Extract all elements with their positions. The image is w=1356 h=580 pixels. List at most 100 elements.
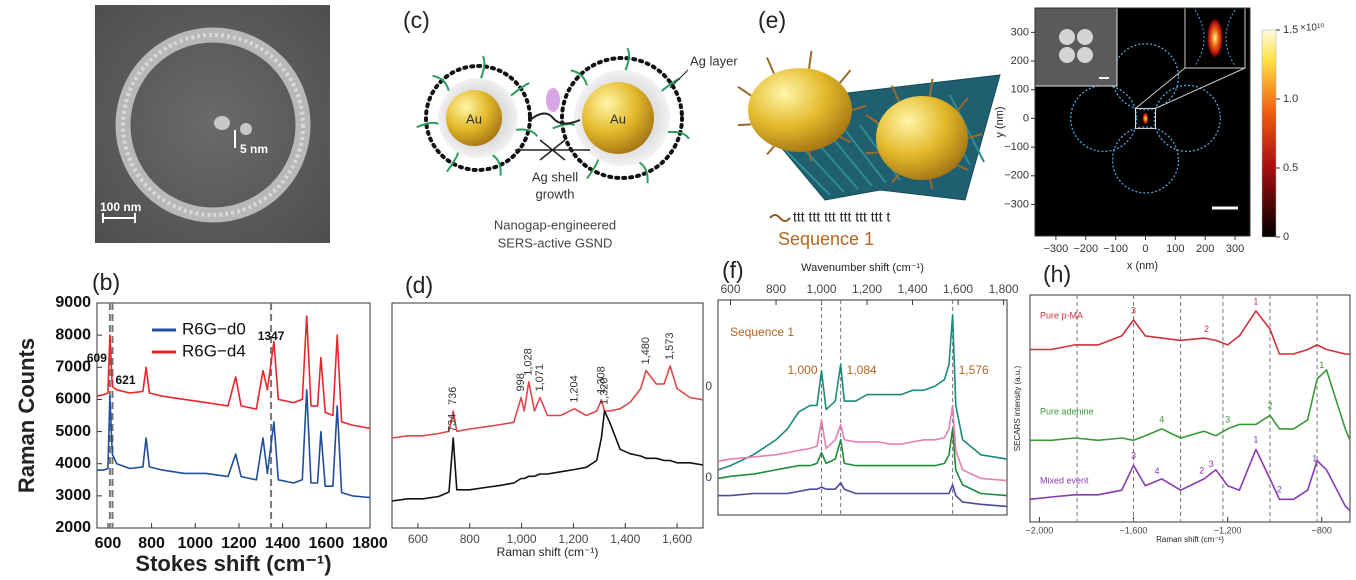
peak-tag: 2 xyxy=(1199,465,1204,475)
x-tick-label: 100 xyxy=(1166,243,1184,255)
y-tick-label: 300 xyxy=(1011,26,1029,38)
hot-spot xyxy=(1142,112,1148,124)
strand-text: ttt ttt ttt ttt ttt ttt t xyxy=(793,209,890,225)
x-tick-label: 1,200 xyxy=(558,532,588,546)
panel-label: (h) xyxy=(1043,261,1071,287)
y-tick-label: 8000 xyxy=(55,326,91,343)
x-tick-label: 1400 xyxy=(265,535,301,552)
au-particle xyxy=(876,96,968,180)
ag-shell: growth xyxy=(535,186,574,201)
spectrum xyxy=(392,366,703,438)
peak-tag: 4 xyxy=(1155,466,1160,476)
peak-label: 1,204 xyxy=(568,375,580,403)
x-axis-title: x (nm) xyxy=(1127,260,1158,272)
ag-layer: Ag layer xyxy=(690,53,738,68)
y-axis-title: y (nm) xyxy=(994,106,1006,137)
ligand xyxy=(809,51,811,69)
layer-pointer xyxy=(670,70,688,88)
x-tick-label: 1,600 xyxy=(662,532,692,546)
ligand xyxy=(840,70,851,83)
gap-cross xyxy=(515,140,590,160)
scale-label: 100 nm xyxy=(100,200,141,214)
peak-tag: 3 xyxy=(1131,305,1136,315)
y-tick-label: 0 xyxy=(1023,112,1029,124)
ag-shell: Ag shell xyxy=(532,169,578,184)
x-tick-label: 800 xyxy=(138,535,165,552)
x-tick-label: 1800 xyxy=(352,535,388,552)
ligand xyxy=(738,124,751,125)
spectrum xyxy=(718,405,1007,480)
panel-label: (e) xyxy=(758,7,786,33)
y-tick-label: −200 xyxy=(1004,170,1029,182)
y-tick-label: 7000 xyxy=(55,359,91,376)
peak-tag: 1 xyxy=(1319,360,1324,370)
spectrum xyxy=(1030,370,1350,440)
y-tick-label: −100 xyxy=(1004,141,1029,153)
x-tick-label: −300 xyxy=(1044,243,1069,255)
peak-label: 1,480 xyxy=(640,337,652,365)
x-axis-title: Wavenumber shift (cm⁻¹) xyxy=(801,262,924,274)
y-tick-label: −300 xyxy=(1004,198,1029,210)
peak-label: 736 xyxy=(447,387,459,405)
legend-label: R6G−d4 xyxy=(182,341,246,360)
colorbar-label: 0 xyxy=(1283,231,1289,243)
y-tick-label: 5000 xyxy=(55,423,91,440)
y-tick-label: 2000 xyxy=(55,519,91,536)
legend-label: R6G−d0 xyxy=(182,319,246,338)
peak-label: 1,071 xyxy=(534,364,546,392)
x-tick-label: −200 xyxy=(1073,243,1098,255)
figure: (a)(b)(c)(d)(e)(f)(g)(h)5 nm100 nmAuAuAg… xyxy=(0,0,1356,580)
colorbar-multiplier: ×10¹⁰ xyxy=(1300,23,1324,34)
peak-tag: 4 xyxy=(1159,414,1164,424)
peak-label: 734 xyxy=(447,414,459,432)
particle xyxy=(240,123,252,135)
sem-particle xyxy=(1077,47,1093,63)
x-axis-title: Stokes shift (cm⁻¹) xyxy=(135,551,331,576)
panel-label: (b) xyxy=(92,269,120,295)
y-tick-label: 4000 xyxy=(55,455,91,472)
x-tick-label: −1,600 xyxy=(1120,525,1148,535)
reference-label: 609 xyxy=(87,351,107,365)
ligand xyxy=(738,87,751,96)
x-tick-label: 0 xyxy=(1142,243,1148,255)
spectrum xyxy=(97,390,370,498)
ligand xyxy=(866,152,879,153)
peak-tag: 2 xyxy=(1204,324,1209,334)
zoom-hot-spot xyxy=(1207,18,1223,58)
x-tick-label: 1600 xyxy=(309,535,345,552)
x-tick-label: 1200 xyxy=(221,535,257,552)
au-particle xyxy=(748,68,852,152)
y-tick-label: 3000 xyxy=(55,487,91,504)
sequence-label: Sequence 1 xyxy=(778,229,874,249)
x-tick-label: 300 xyxy=(1226,243,1244,255)
x-tick-label: 600 xyxy=(95,535,122,552)
caption: SERS-active GSND xyxy=(498,235,613,250)
particle xyxy=(214,116,230,130)
x-tick-label: 1,400 xyxy=(610,532,640,546)
x-tick-label: 800 xyxy=(766,282,786,296)
series-label: Pure adenine xyxy=(1040,406,1094,416)
x-tick-label: −100 xyxy=(1103,243,1128,255)
x-tick-label: 1,000 xyxy=(507,532,537,546)
panel-label: (d) xyxy=(405,272,433,298)
panel-label: (c) xyxy=(403,7,430,33)
ligand xyxy=(511,83,529,95)
panel-label: (f) xyxy=(722,257,744,283)
y-axis-title: SECARS intensity (a.u.) xyxy=(1013,365,1022,451)
ligand xyxy=(767,146,774,154)
colorbar-label: 0.5 xyxy=(1283,162,1298,174)
y-tick-label: 200 xyxy=(1011,55,1029,67)
y-axis-title: Raman Counts xyxy=(14,338,39,493)
reference-label: 621 xyxy=(116,373,136,387)
peak-tag: 1 xyxy=(1253,296,1258,306)
colorbar-label: 1.0 xyxy=(1283,93,1298,105)
peak-label: 1,573 xyxy=(664,332,676,360)
x-tick-label: 800 xyxy=(460,532,480,546)
annotation: Sequence 1 xyxy=(730,325,794,339)
series-label: Pure p-MA xyxy=(1040,310,1083,320)
ligand xyxy=(767,58,774,74)
y-tick-label: 6000 xyxy=(55,391,91,408)
x-tick-label: 1,200 xyxy=(852,282,882,296)
x-axis-title: Raman shift (cm⁻¹) xyxy=(1156,535,1224,544)
peak-tag: 2 xyxy=(1277,485,1282,495)
